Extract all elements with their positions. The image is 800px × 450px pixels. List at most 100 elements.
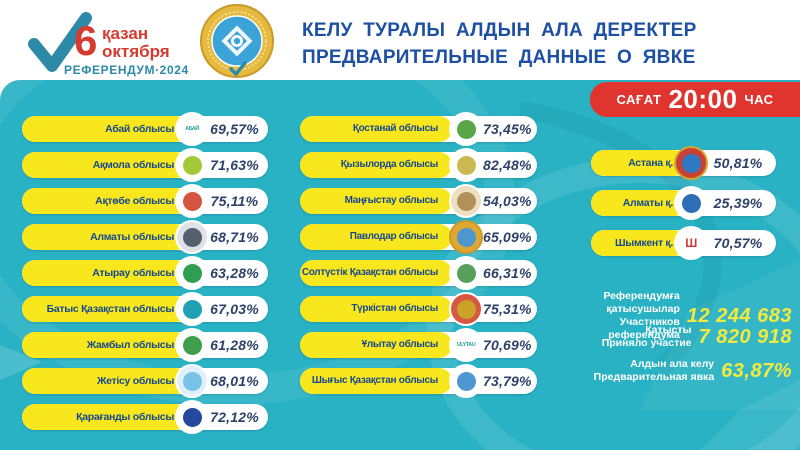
region-emblem-icon (451, 150, 481, 180)
region-label-pill: Ұлытау облысы (300, 332, 452, 358)
region-label-pill: Солтүстік Қазақстан облысы (300, 260, 452, 286)
time-badge-prefix: САҒАТ (616, 92, 662, 107)
region-label: Солтүстік Қазақстан облысы (301, 267, 438, 278)
region-emblem-icon (676, 148, 706, 178)
region-turnout-value: 75,11% (210, 193, 259, 209)
cec-gold-emblem-icon (200, 4, 274, 78)
stat-row: Қатысты Приняло участие 7 820 918 (556, 324, 792, 350)
region-emblem-icon (451, 294, 481, 324)
region-row: Жамбыл облысы 61,28% (22, 330, 268, 360)
region-turnout-value: 70,57% (713, 235, 763, 251)
region-label: Ақтөбе облысы (95, 195, 174, 207)
stat-value: 7 820 918 (698, 325, 792, 348)
region-emblem-icon (177, 330, 207, 360)
region-row: Алматы облысы 68,71% (22, 222, 268, 252)
stat-row: Алдын ала келу Предварительная явка 63,8… (556, 358, 792, 384)
stat-label-ru: Предварительная явка (593, 371, 715, 384)
region-row: Павлодар облысы 65,09% (300, 222, 537, 252)
region-row: Атырау облысы 63,28% (22, 258, 268, 288)
region-label-pill: Жамбыл облысы (22, 332, 188, 358)
region-label-pill: Қызылорда облысы (300, 152, 452, 178)
region-label: Шығыс Қазақстан облысы (311, 375, 438, 386)
region-row: Ақтөбе облысы 75,11% (22, 186, 268, 216)
region-turnout-value: 67,03% (210, 301, 259, 317)
stat-label-ru: Приняло участие (601, 337, 692, 350)
region-row: Ақмола облысы 71,63% (22, 150, 268, 180)
region-label: Жетісу облысы (96, 375, 174, 387)
region-emblem-icon (177, 402, 207, 432)
stat-value: 63,87% (721, 359, 792, 382)
region-turnout-value: 82,48% (483, 157, 532, 173)
header: 6 қазан октября РЕФЕРЕНДУМ·2024 КЕЛУ ТУР… (0, 0, 800, 80)
page-title-line2: ПРЕДВАРИТЕЛЬНЫЕ ДАННЫЕ О ЯВКЕ (302, 47, 696, 68)
region-label-pill: Түркістан облысы (300, 296, 452, 322)
region-label-pill: Маңғыстау облысы (300, 188, 452, 214)
region-row: Маңғыстау облысы 54,03% (300, 186, 537, 216)
region-label: Астана қ. (628, 157, 673, 169)
region-turnout-value: 61,28% (210, 337, 259, 353)
region-row: Батыс Қазақстан облысы 67,03% (22, 294, 268, 324)
region-label: Түркістан облысы (351, 303, 438, 314)
region-label: Атырау облысы (92, 267, 174, 279)
region-label-pill: Ақтөбе облысы (22, 188, 188, 214)
region-label-pill: Жетісу облысы (22, 368, 188, 394)
region-turnout-value: 25,39% (713, 195, 763, 211)
region-label-pill: Алматы облысы (22, 224, 188, 250)
logo-referendum-year: РЕФЕРЕНДУМ·2024 (64, 63, 189, 77)
region-emblem-icon: Ш (676, 228, 706, 258)
region-emblem-icon (177, 258, 207, 288)
region-row: Астана қ. 50,81% (591, 148, 776, 178)
region-emblem-icon (177, 366, 207, 396)
data-panel: САҒАТ 20:00 ЧАС Абай облысы АБАЙ 69,57% … (0, 80, 800, 450)
region-row: Қарағанды облысы 72,12% (22, 402, 268, 432)
region-emblem-icon (451, 366, 481, 396)
region-row: Ұлытау облысы ULYTAU 70,69% (300, 330, 537, 360)
region-label: Жамбыл облысы (86, 339, 175, 351)
stat-label-ru: Участников референдума (608, 316, 680, 342)
region-turnout-value: 65,09% (483, 229, 532, 245)
page-title-line1: КЕЛУ ТУРАЛЫ АЛДЫН АЛА ДЕРЕКТЕР (302, 20, 697, 41)
region-label: Қостанай облысы (352, 123, 438, 134)
region-row: Қостанай облысы 73,45% (300, 114, 537, 144)
logo-date-day: 6 (74, 17, 98, 64)
region-turnout-value: 50,81% (713, 155, 763, 171)
region-row: Жетісу облысы 68,01% (22, 366, 268, 396)
region-row: Абай облысы АБАЙ 69,57% (22, 114, 268, 144)
region-row: Түркістан облысы 75,31% (300, 294, 537, 324)
region-label-pill: Астана қ. (591, 150, 687, 176)
region-turnout-value: 71,63% (210, 157, 259, 173)
region-emblem-icon (676, 188, 706, 218)
region-emblem-icon: ULYTAU (451, 330, 481, 360)
region-label-pill: Шымкент қ. (591, 230, 687, 256)
time-badge-suffix: ЧАС (744, 92, 774, 107)
region-label-pill: Абай облысы (22, 116, 188, 142)
stat-row: Референдумға қатысушылар Участников рефе… (556, 290, 792, 343)
stat-label-kk: Алдын ала келу (630, 358, 715, 370)
region-label: Абай облысы (105, 123, 174, 135)
region-label-pill: Қостанай облысы (300, 116, 452, 142)
logo-month-kk: қазан (102, 24, 149, 43)
region-row: Қызылорда облысы 82,48% (300, 150, 537, 180)
page-title: КЕЛУ ТУРАЛЫ АЛДЫН АЛА ДЕРЕКТЕР ПРЕДВАРИТ… (302, 17, 697, 71)
region-label: Шымкент қ. (615, 237, 673, 249)
region-turnout-value: 63,28% (210, 265, 259, 281)
stat-label-kk: Референдумға қатысушылар (603, 290, 680, 316)
region-label: Ұлытау облысы (361, 339, 439, 350)
region-row: Шымкент қ. Ш 70,57% (591, 228, 776, 258)
region-turnout-value: 54,03% (483, 193, 532, 209)
region-turnout-value: 68,01% (210, 373, 259, 389)
region-turnout-value: 73,79% (483, 373, 532, 389)
region-emblem-icon (451, 114, 481, 144)
region-label: Қарағанды облысы (76, 411, 174, 423)
region-emblem-icon (451, 222, 481, 252)
region-turnout-value: 70,69% (483, 337, 532, 353)
region-row: Солтүстік Қазақстан облысы 66,31% (300, 258, 537, 288)
region-emblem-icon: АБАЙ (177, 114, 207, 144)
region-turnout-value: 69,57% (210, 121, 259, 137)
region-label-pill: Ақмола облысы (22, 152, 188, 178)
region-turnout-value: 68,71% (210, 229, 259, 245)
region-label-pill: Шығыс Қазақстан облысы (300, 368, 452, 394)
region-label-pill: Батыс Қазақстан облысы (22, 296, 188, 322)
region-row: Алматы қ. 25,39% (591, 188, 776, 218)
